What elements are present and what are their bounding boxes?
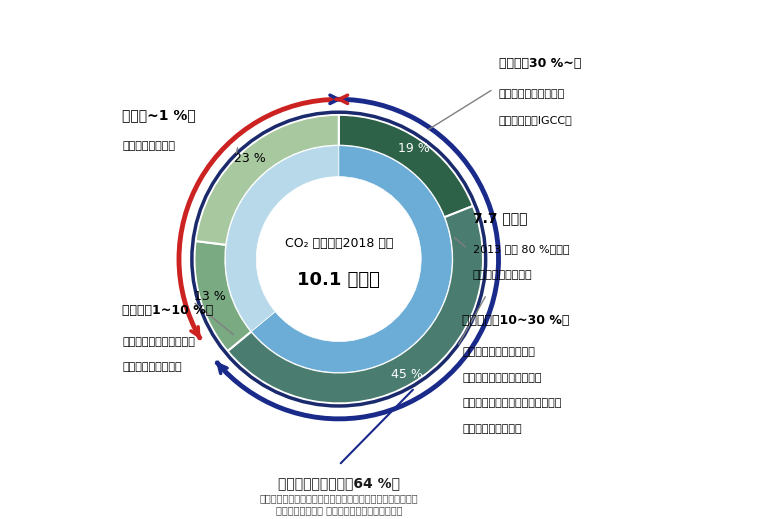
- Text: 運輸、業務、家庭: 運輸、業務、家庭: [122, 141, 176, 151]
- Text: CO₂ 排出量（2018 年）: CO₂ 排出量（2018 年）: [284, 237, 393, 250]
- Text: エネルギー（石炭石油）: エネルギー（石炭石油）: [463, 347, 535, 357]
- Text: 7.7 億トン: 7.7 億トン: [473, 211, 527, 225]
- Text: 工業プロセス（セメント製造等）: 工業プロセス（セメント製造等）: [463, 399, 562, 408]
- Text: 2013 年比 80 %削減の: 2013 年比 80 %削減の: [473, 244, 569, 254]
- Text: エネルギー（天然ガス）: エネルギー（天然ガス）: [122, 336, 195, 347]
- Text: 中〜高濃度排出源（64 %）: 中〜高濃度排出源（64 %）: [277, 476, 400, 490]
- Text: 10.1 億トン: 10.1 億トン: [297, 271, 380, 289]
- Wedge shape: [226, 146, 339, 331]
- Text: 達成に必要な削減量: 達成に必要な削減量: [473, 269, 533, 280]
- Text: 空気（~1 %）: 空気（~1 %）: [122, 108, 196, 122]
- Text: 23 %: 23 %: [234, 152, 266, 165]
- Text: 中低濃度（10~30 %）: 中低濃度（10~30 %）: [463, 315, 570, 327]
- Text: 出典：国立環境研究所「日本の温室効果ガス排出量データ」
に基づいて産総研 化学プロセス研究部門で作成: 出典：国立環境研究所「日本の温室効果ガス排出量データ」 に基づいて産総研 化学プ…: [259, 493, 418, 515]
- Text: 高濃度（30 %~）: 高濃度（30 %~）: [499, 57, 581, 70]
- Text: 産業（鉄鋼、窯業等）: 産業（鉄鋼、窯業等）: [499, 89, 565, 99]
- Text: 19 %: 19 %: [398, 142, 430, 155]
- Wedge shape: [227, 206, 483, 403]
- Text: 産業（紙パルプ等）: 産業（紙パルプ等）: [122, 362, 182, 372]
- Text: 13 %: 13 %: [195, 290, 226, 303]
- Wedge shape: [195, 241, 252, 351]
- Text: 低濃度（1~10 %）: 低濃度（1~10 %）: [122, 304, 214, 317]
- Text: 廃棄物（ごみ処理）: 廃棄物（ごみ処理）: [463, 424, 522, 434]
- Text: 産業（化学工業、機械等）: 産業（化学工業、機械等）: [463, 373, 542, 383]
- Wedge shape: [339, 115, 473, 217]
- Wedge shape: [195, 115, 339, 245]
- Text: エネルギー（IGCC）: エネルギー（IGCC）: [499, 115, 572, 125]
- Text: 45 %: 45 %: [391, 368, 423, 381]
- Wedge shape: [252, 146, 452, 373]
